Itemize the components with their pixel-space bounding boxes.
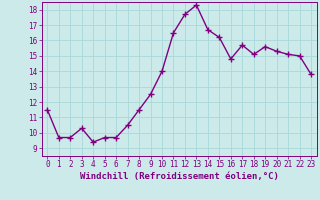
X-axis label: Windchill (Refroidissement éolien,°C): Windchill (Refroidissement éolien,°C) — [80, 172, 279, 181]
